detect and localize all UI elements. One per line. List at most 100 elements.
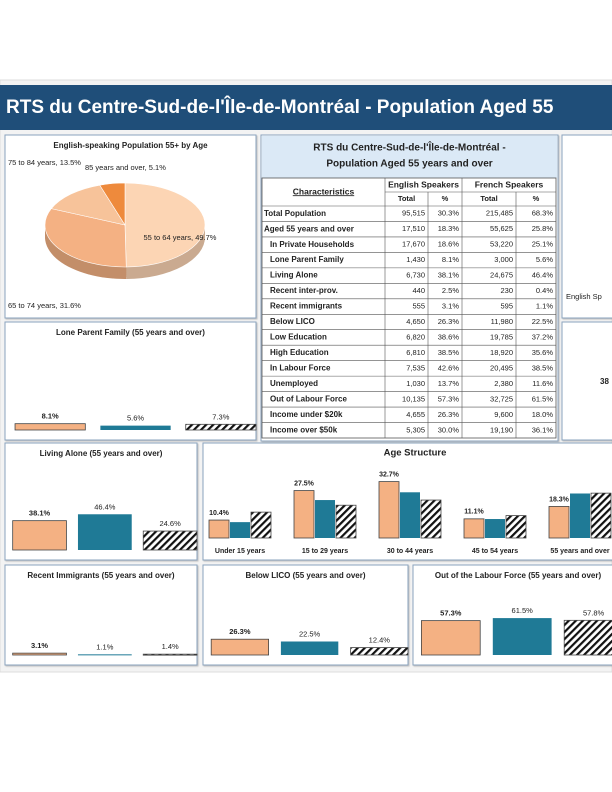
cell: 38.5% xyxy=(532,363,554,372)
cell: 215,485 xyxy=(486,209,513,218)
cell: 18.3% xyxy=(438,224,460,233)
bar xyxy=(142,530,198,551)
row-label: High Education xyxy=(270,348,329,357)
bar xyxy=(210,638,269,656)
x-tick-label: 45 to 54 years xyxy=(472,548,518,555)
bar xyxy=(350,647,409,656)
cell: 3.1% xyxy=(442,302,459,311)
cell: 2,380 xyxy=(494,379,513,388)
bar xyxy=(590,492,612,539)
cell: 3,000 xyxy=(494,255,513,264)
row-label: Income over $50k xyxy=(270,425,338,434)
bar xyxy=(378,481,400,539)
data-label: 32.7% xyxy=(379,471,400,478)
bar xyxy=(485,519,505,538)
cell: 42.6% xyxy=(438,363,460,372)
row-label: Income under $20k xyxy=(270,410,343,419)
x-tick-label: 15 to 29 years xyxy=(302,548,348,555)
cell: 22.5% xyxy=(532,317,554,326)
row-label: Living Alone xyxy=(270,271,318,280)
pie-label: 55 to 64 years, 49.7% xyxy=(144,233,217,242)
table-title: Population Aged 55 years and over xyxy=(326,159,492,170)
bar xyxy=(230,522,250,538)
panel xyxy=(561,321,612,441)
bar xyxy=(12,652,67,656)
side-label: English Sp xyxy=(566,292,602,301)
cell: 61.5% xyxy=(532,394,554,403)
data-label: 57.8% xyxy=(583,608,605,617)
cell: 32,725 xyxy=(490,394,513,403)
data-label: 11.1% xyxy=(464,509,484,516)
chart-title: Living Alone (55 years and over) xyxy=(40,449,163,458)
cell: 11.6% xyxy=(532,379,553,388)
row-label: In Private Households xyxy=(270,240,355,249)
data-label: 3.1% xyxy=(31,641,48,650)
cell: 53,220 xyxy=(490,240,513,249)
bar xyxy=(563,619,612,656)
row-label: Total Population xyxy=(264,209,326,218)
data-label: 57.3% xyxy=(440,609,462,618)
chart-title: Below LICO (55 years and over) xyxy=(245,571,365,580)
col-subheader: Total xyxy=(398,194,415,203)
cell: 24,675 xyxy=(490,271,513,280)
cell: 18.6% xyxy=(438,240,460,249)
bar xyxy=(335,504,357,539)
col-header: Characteristics xyxy=(293,186,355,196)
pie-slice xyxy=(124,182,206,268)
data-label: 26.3% xyxy=(229,627,251,636)
data-label: 8.1% xyxy=(42,412,59,421)
data-label: 46.4% xyxy=(94,502,116,511)
bar xyxy=(420,499,442,539)
row-label: Lone Parent Family xyxy=(270,255,344,264)
x-tick-label: 30 to 44 years xyxy=(387,548,433,555)
cell: 26.3% xyxy=(438,410,460,419)
cell: 20,495 xyxy=(490,363,513,372)
cell: 5,305 xyxy=(406,425,425,434)
bar xyxy=(505,515,527,539)
col-header: French Speakers xyxy=(475,179,544,189)
pie-label: 85 years and over, 5.1% xyxy=(85,163,166,172)
cell: 1,430 xyxy=(406,255,425,264)
cell: 26.3% xyxy=(438,317,460,326)
cell: 46.4% xyxy=(532,271,554,280)
bar xyxy=(77,514,132,550)
bar xyxy=(463,518,485,539)
cell: 11,980 xyxy=(491,317,513,326)
chart-title: Out of the Labour Force (55 years and ov… xyxy=(435,571,602,580)
cell: 595 xyxy=(500,302,513,311)
pie-slice xyxy=(99,182,126,227)
cell: 38.6% xyxy=(438,332,460,341)
data-label: 7.3% xyxy=(212,412,229,421)
cell: 25.1% xyxy=(532,240,554,249)
bar xyxy=(12,520,67,551)
bar xyxy=(77,654,132,656)
bar xyxy=(492,618,552,655)
cell: 5.6% xyxy=(536,255,553,264)
data-label: 1.1% xyxy=(96,642,113,651)
cell: 19,190 xyxy=(490,425,513,434)
table-title-bg xyxy=(262,136,557,178)
cell: 57.3% xyxy=(438,394,460,403)
cell: 13.7% xyxy=(438,379,460,388)
cell: 30.0% xyxy=(438,425,460,434)
bar xyxy=(400,492,420,538)
row-label: Aged 55 years and over xyxy=(264,224,354,233)
cell: 0.4% xyxy=(536,286,553,295)
bar xyxy=(142,653,198,656)
x-tick-label: Under 15 years xyxy=(215,548,265,555)
col-subheader: % xyxy=(533,194,540,203)
side-value: 38 xyxy=(600,377,609,386)
cell: 37.2% xyxy=(532,332,554,341)
bar xyxy=(280,641,339,655)
cell: 18.0% xyxy=(532,410,554,419)
cell: 1.1% xyxy=(536,302,553,311)
data-label: 12.4% xyxy=(369,636,391,645)
cell: 2.5% xyxy=(442,286,459,295)
page-title: RTS du Centre-Sud-de-l'Île-de-Montréal -… xyxy=(6,96,554,118)
data-label: 22.5% xyxy=(299,629,321,638)
bar xyxy=(208,519,230,539)
chart-title: Age Structure xyxy=(384,448,447,459)
data-label: 10.4% xyxy=(209,510,230,517)
chart-title: Lone Parent Family (55 years and over) xyxy=(56,328,205,337)
cell: 95,515 xyxy=(402,209,425,218)
